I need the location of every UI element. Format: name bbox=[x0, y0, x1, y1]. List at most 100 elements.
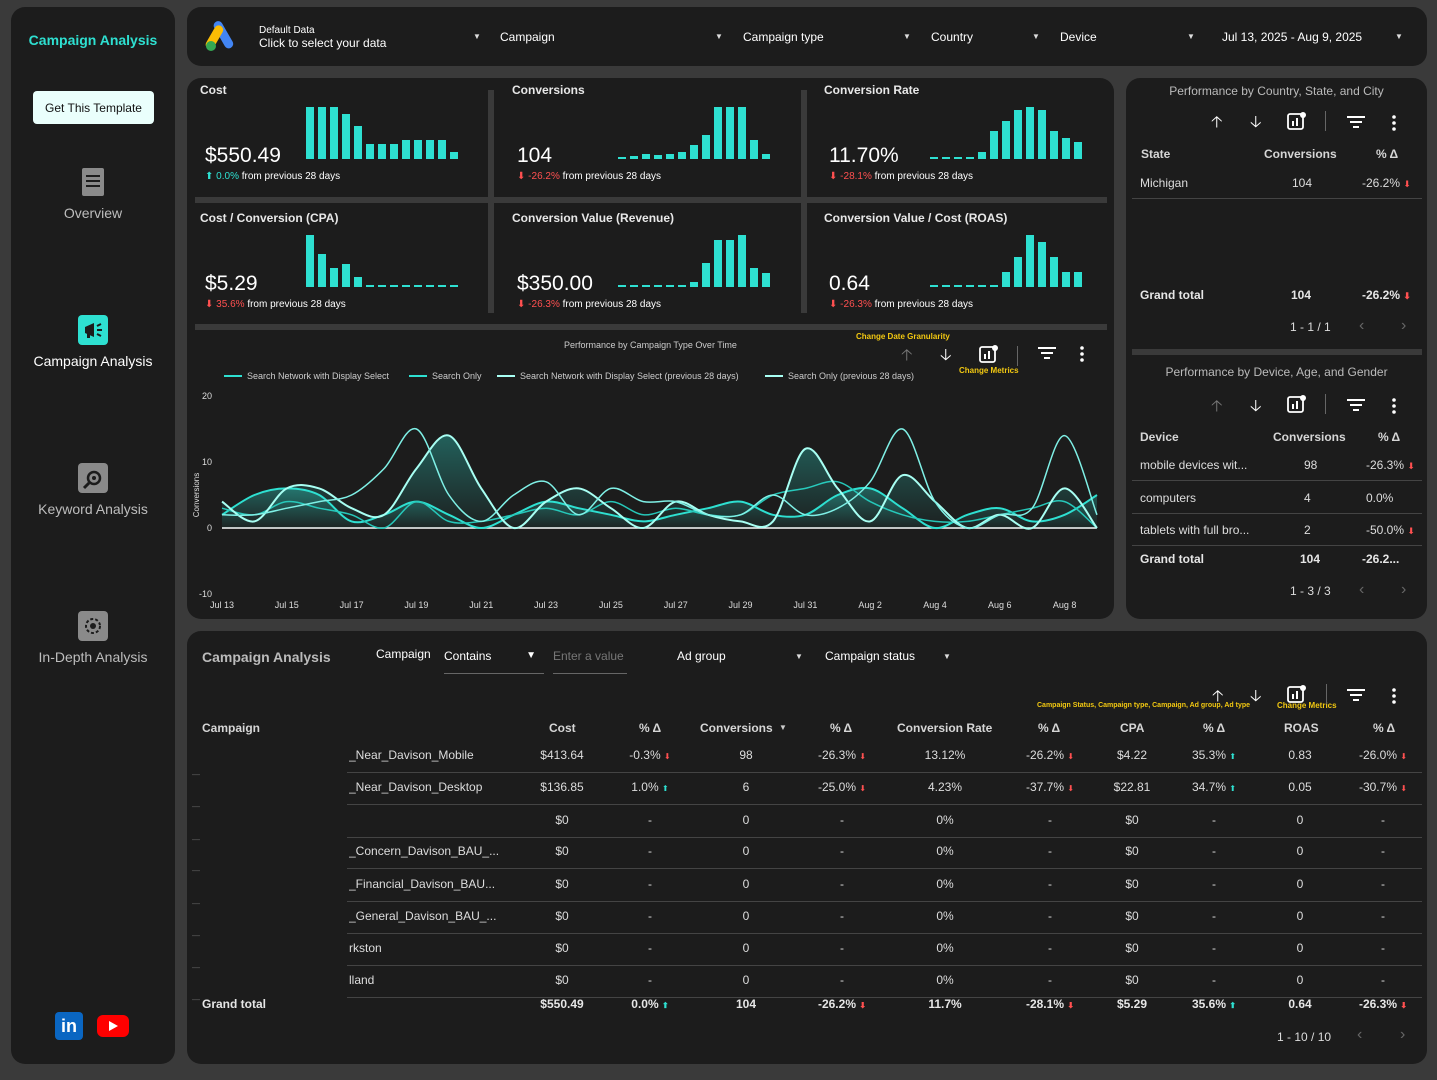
col-header-device[interactable]: Device bbox=[1140, 430, 1179, 444]
country-filter[interactable]: Country bbox=[931, 30, 974, 44]
chart-settings-icon[interactable] bbox=[1287, 684, 1307, 709]
campaign-search-input[interactable]: Enter a value bbox=[553, 644, 627, 674]
campaign-name-cell[interactable]: _Near_Davison_Desktop bbox=[349, 780, 483, 794]
nav-item-keyword-analysis[interactable]: Keyword Analysis bbox=[11, 463, 175, 517]
sparkline-bar bbox=[1062, 272, 1070, 287]
next-page-icon[interactable]: › bbox=[1401, 317, 1407, 334]
sort-indicator-icon[interactable]: ▼ bbox=[779, 723, 787, 732]
chart-settings-icon[interactable] bbox=[979, 344, 999, 369]
sort-ascending-icon[interactable]: 🡡 bbox=[1212, 688, 1224, 705]
campaign-name-cell[interactable]: rkston bbox=[349, 941, 382, 955]
kpi-change: ⬇ -26.2% from previous 28 days bbox=[517, 171, 662, 182]
chevron-down-icon[interactable]: ▼ bbox=[903, 32, 911, 41]
sort-descending-icon[interactable]: 🡣 bbox=[1250, 688, 1262, 705]
col-header-pct[interactable]: % Δ bbox=[1378, 430, 1401, 444]
chevron-down-icon[interactable]: ▼ bbox=[1032, 32, 1040, 41]
chevron-down-icon[interactable]: ▼ bbox=[795, 652, 803, 661]
metric-cell: 4.23% bbox=[927, 780, 963, 794]
sidebar-title: Campaign Analysis bbox=[28, 32, 158, 48]
campaign-name-cell[interactable]: _Financial_Davison_BAU... bbox=[349, 877, 496, 891]
chevron-down-icon[interactable]: ▼ bbox=[1187, 32, 1195, 41]
x-tick-label: Jul 25 bbox=[599, 600, 623, 610]
kpi-value: $350.00 bbox=[517, 272, 593, 295]
filter-icon[interactable] bbox=[1347, 398, 1365, 417]
campaign-status-filter[interactable]: Campaign status bbox=[825, 649, 916, 663]
geo-pager: 1 - 1 / 1 bbox=[1290, 320, 1331, 334]
sort-descending-icon[interactable]: 🡣 bbox=[1250, 398, 1262, 415]
sparkline-bar bbox=[738, 235, 746, 287]
next-page-icon[interactable]: › bbox=[1400, 1026, 1406, 1043]
chart-settings-icon[interactable] bbox=[1287, 111, 1307, 136]
col-header[interactable]: % Δ bbox=[830, 721, 853, 735]
operator-select[interactable]: Contains ▼ bbox=[444, 644, 544, 674]
col-header[interactable]: ROAS bbox=[1284, 721, 1319, 735]
col-header[interactable]: Campaign bbox=[202, 721, 261, 735]
sort-ascending-icon[interactable]: 🡡 bbox=[1211, 114, 1223, 131]
col-header[interactable]: % Δ bbox=[1203, 721, 1226, 735]
row-indicator: — bbox=[192, 866, 200, 875]
metric-cell: $0 bbox=[555, 813, 569, 827]
chevron-down-icon[interactable]: ▼ bbox=[473, 32, 481, 41]
filter-icon[interactable] bbox=[1347, 688, 1365, 707]
sparkline-bar bbox=[690, 282, 698, 287]
next-page-icon[interactable]: › bbox=[1401, 581, 1407, 598]
col-header[interactable]: % Δ bbox=[639, 721, 662, 735]
prev-page-icon[interactable]: ‹ bbox=[1359, 317, 1365, 334]
col-header-pct[interactable]: % Δ bbox=[1376, 147, 1399, 161]
sort-ascending-icon[interactable]: 🡡 bbox=[1211, 398, 1223, 415]
x-tick-label: Jul 31 bbox=[793, 600, 817, 610]
more-options-icon[interactable] bbox=[1392, 688, 1396, 709]
col-header-state[interactable]: State bbox=[1141, 147, 1171, 161]
youtube-icon[interactable] bbox=[97, 1015, 129, 1037]
chevron-down-icon[interactable]: ▼ bbox=[1395, 32, 1403, 41]
campaign-name-cell[interactable]: lland bbox=[349, 973, 375, 987]
date-range-picker[interactable]: Jul 13, 2025 - Aug 9, 2025 bbox=[1222, 30, 1363, 44]
campaign-filter[interactable]: Campaign bbox=[500, 30, 555, 44]
sort-descending-icon[interactable]: 🡣 bbox=[1250, 114, 1262, 131]
more-options-icon[interactable] bbox=[1392, 115, 1396, 136]
chart-settings-icon[interactable] bbox=[1287, 394, 1307, 419]
nav-item-campaign-analysis[interactable]: Campaign Analysis bbox=[11, 315, 175, 369]
chevron-down-icon[interactable]: ▼ bbox=[943, 652, 951, 661]
sparkline-bar bbox=[354, 125, 362, 159]
col-header-conversions[interactable]: Conversions bbox=[1273, 430, 1346, 444]
filter-icon[interactable] bbox=[1347, 115, 1365, 134]
metric-cell: - bbox=[1048, 973, 1052, 987]
arrow-up-icon: ⬆ bbox=[1229, 752, 1237, 761]
metric-cell: -30.7% ⬇ bbox=[1358, 780, 1408, 794]
sort-ascending-icon[interactable]: 🡡 bbox=[901, 347, 913, 364]
get-template-button[interactable]: Get This Template bbox=[33, 91, 154, 124]
arrow-down-icon: ⬇ bbox=[1067, 1001, 1075, 1010]
prev-page-icon[interactable]: ‹ bbox=[1359, 581, 1365, 598]
col-header[interactable]: Conversions bbox=[700, 721, 773, 735]
col-header[interactable]: CPA bbox=[1120, 721, 1145, 735]
prev-page-icon[interactable]: ‹ bbox=[1357, 1026, 1363, 1043]
linkedin-icon[interactable]: in bbox=[55, 1012, 83, 1040]
metric-cell: 0.05 bbox=[1288, 780, 1312, 794]
sparkline-bar bbox=[990, 285, 998, 287]
col-header[interactable]: % Δ bbox=[1038, 721, 1061, 735]
chevron-down-icon[interactable]: ▼ bbox=[715, 32, 723, 41]
col-header[interactable]: % Δ bbox=[1373, 721, 1396, 735]
sparkline-bar bbox=[1026, 235, 1034, 287]
data-source-subtitle[interactable]: Click to select your data bbox=[259, 36, 387, 50]
col-header[interactable]: Cost bbox=[549, 721, 576, 735]
legend-item: Search Network with Display Select bbox=[224, 371, 389, 381]
nav-item-in-depth-analysis[interactable]: In-Depth Analysis bbox=[11, 611, 175, 665]
campaign-name-cell[interactable]: _Concern_Davison_BAU_... bbox=[349, 844, 500, 858]
data-source-title[interactable]: Default Data bbox=[259, 25, 315, 36]
more-options-icon[interactable] bbox=[1392, 398, 1396, 419]
filter-icon[interactable] bbox=[1038, 346, 1056, 365]
sparkline-bar bbox=[378, 285, 386, 287]
campaign-name-cell[interactable]: _Near_Davison_Mobile bbox=[349, 748, 474, 762]
campaign-name-cell[interactable]: _General_Davison_BAU_... bbox=[349, 909, 497, 923]
nav-item-overview[interactable]: Overview bbox=[11, 167, 175, 221]
ad-group-filter[interactable]: Ad group bbox=[677, 649, 726, 663]
more-options-icon[interactable] bbox=[1080, 346, 1084, 367]
col-header-conversions[interactable]: Conversions bbox=[1264, 147, 1337, 161]
col-header[interactable]: Conversion Rate bbox=[897, 721, 993, 735]
arrow-up-icon: ⬆ bbox=[662, 784, 669, 793]
device-filter[interactable]: Device bbox=[1060, 30, 1097, 44]
sort-descending-icon[interactable]: 🡣 bbox=[940, 347, 952, 364]
campaign-type-filter[interactable]: Campaign type bbox=[743, 30, 824, 44]
